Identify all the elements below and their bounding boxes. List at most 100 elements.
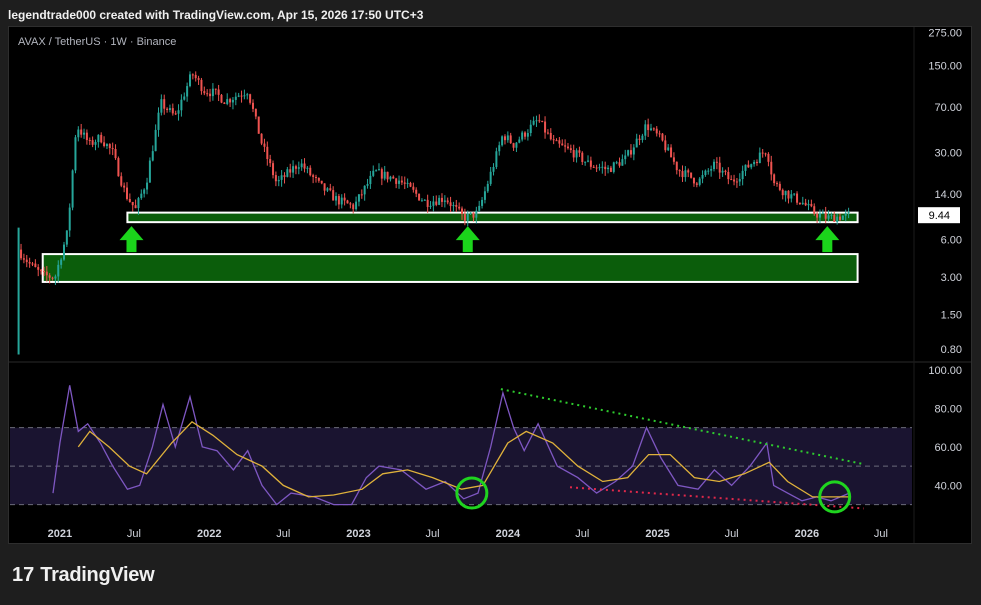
candle-body <box>88 140 91 142</box>
candle-body <box>85 132 88 141</box>
candle-body <box>229 99 232 103</box>
candle-body <box>841 215 844 220</box>
candle-body <box>117 158 120 177</box>
time-tick-label: 2021 <box>48 528 72 540</box>
support-zone <box>41 253 859 283</box>
candle-body <box>624 155 627 160</box>
candle-body <box>713 161 716 170</box>
candle-body <box>223 102 226 104</box>
candle-body <box>798 202 801 204</box>
candle-body <box>781 189 784 196</box>
candle-body <box>249 94 252 103</box>
candle-body <box>346 200 349 204</box>
candle-body <box>618 162 621 166</box>
candle-body <box>461 208 464 214</box>
candle-body <box>263 143 266 147</box>
highlight-circle <box>818 480 852 514</box>
candle-body <box>466 213 469 221</box>
chart-caption: legendtrade000 created with TradingView.… <box>8 8 424 22</box>
candle-body <box>246 94 249 96</box>
candle-body <box>80 129 83 135</box>
tradingview-mark-icon: 17 <box>12 564 35 586</box>
candle-body <box>592 166 595 168</box>
candle-body <box>538 120 541 122</box>
candle-body <box>770 161 773 175</box>
price-tick-label: 1.50 <box>941 310 962 322</box>
candle-body <box>818 213 821 218</box>
candle-body <box>793 193 796 195</box>
candle-body <box>377 169 380 171</box>
candle-body <box>607 167 610 170</box>
candle-body <box>389 176 392 180</box>
candle-body <box>478 205 481 211</box>
candle-body <box>395 178 398 184</box>
candle-body <box>326 188 329 191</box>
candle-body <box>186 86 189 97</box>
candle-body <box>813 206 816 214</box>
candle-body <box>386 171 389 180</box>
candle-body <box>148 160 151 183</box>
time-tick-label: 2022 <box>197 528 221 540</box>
candle-body <box>412 186 415 190</box>
candle-body <box>675 161 678 171</box>
time-tick-label: Jul <box>426 528 440 540</box>
candle-body <box>40 269 43 272</box>
time-tick-label: 2025 <box>645 528 669 540</box>
candle-body <box>108 144 111 149</box>
candle-body <box>309 167 312 176</box>
candle-body <box>778 183 781 190</box>
candle-body <box>197 78 200 80</box>
candle-body <box>472 212 475 218</box>
candle-body <box>111 148 114 150</box>
rsi-ma-line <box>77 420 850 498</box>
candle-body <box>790 194 793 199</box>
candle-body <box>804 202 807 206</box>
candle-body <box>22 258 25 260</box>
candle-body <box>440 197 443 202</box>
candle-body <box>503 136 506 141</box>
candle-body <box>37 267 40 270</box>
candle-body <box>836 216 839 223</box>
candle-body <box>506 135 509 141</box>
candle-body <box>524 132 527 137</box>
candle-body <box>446 200 449 203</box>
rsi-tick-label: 60.00 <box>934 442 962 454</box>
candle-body <box>738 179 741 182</box>
time-tick-label: Jul <box>276 528 290 540</box>
candle-body <box>807 203 810 206</box>
price-tick-label: 275.00 <box>928 28 962 40</box>
candle-body <box>555 140 558 142</box>
candle-body <box>214 88 217 90</box>
candle-body <box>335 196 338 201</box>
candle-body <box>650 128 653 131</box>
candle-body <box>320 180 323 184</box>
candle-body <box>131 201 134 206</box>
candle-body <box>277 179 280 182</box>
candle-body <box>343 197 346 201</box>
time-tick-label: Jul <box>725 528 739 540</box>
candle-body <box>274 175 277 182</box>
candle-body <box>692 177 695 184</box>
candle-body <box>761 152 764 154</box>
candle-body <box>332 190 335 201</box>
candle-body <box>423 199 426 201</box>
candle-body <box>68 207 71 231</box>
candle-body <box>234 96 237 100</box>
candle-body <box>721 170 724 173</box>
candle-body <box>724 170 727 172</box>
candle-body <box>644 124 647 136</box>
candle-body <box>718 162 721 173</box>
candle-body <box>541 120 544 122</box>
candle-body <box>409 182 412 187</box>
candle-body <box>174 113 177 115</box>
candle-body <box>664 140 667 151</box>
candle-body <box>200 79 203 92</box>
candle-body <box>166 108 169 110</box>
candle-body <box>796 193 799 203</box>
candle-body <box>140 193 143 199</box>
candle-body <box>137 198 140 209</box>
candle-body <box>715 161 718 163</box>
candle-body <box>741 170 744 180</box>
price-tick-label: 70.00 <box>934 102 962 114</box>
candle-body <box>134 205 137 209</box>
